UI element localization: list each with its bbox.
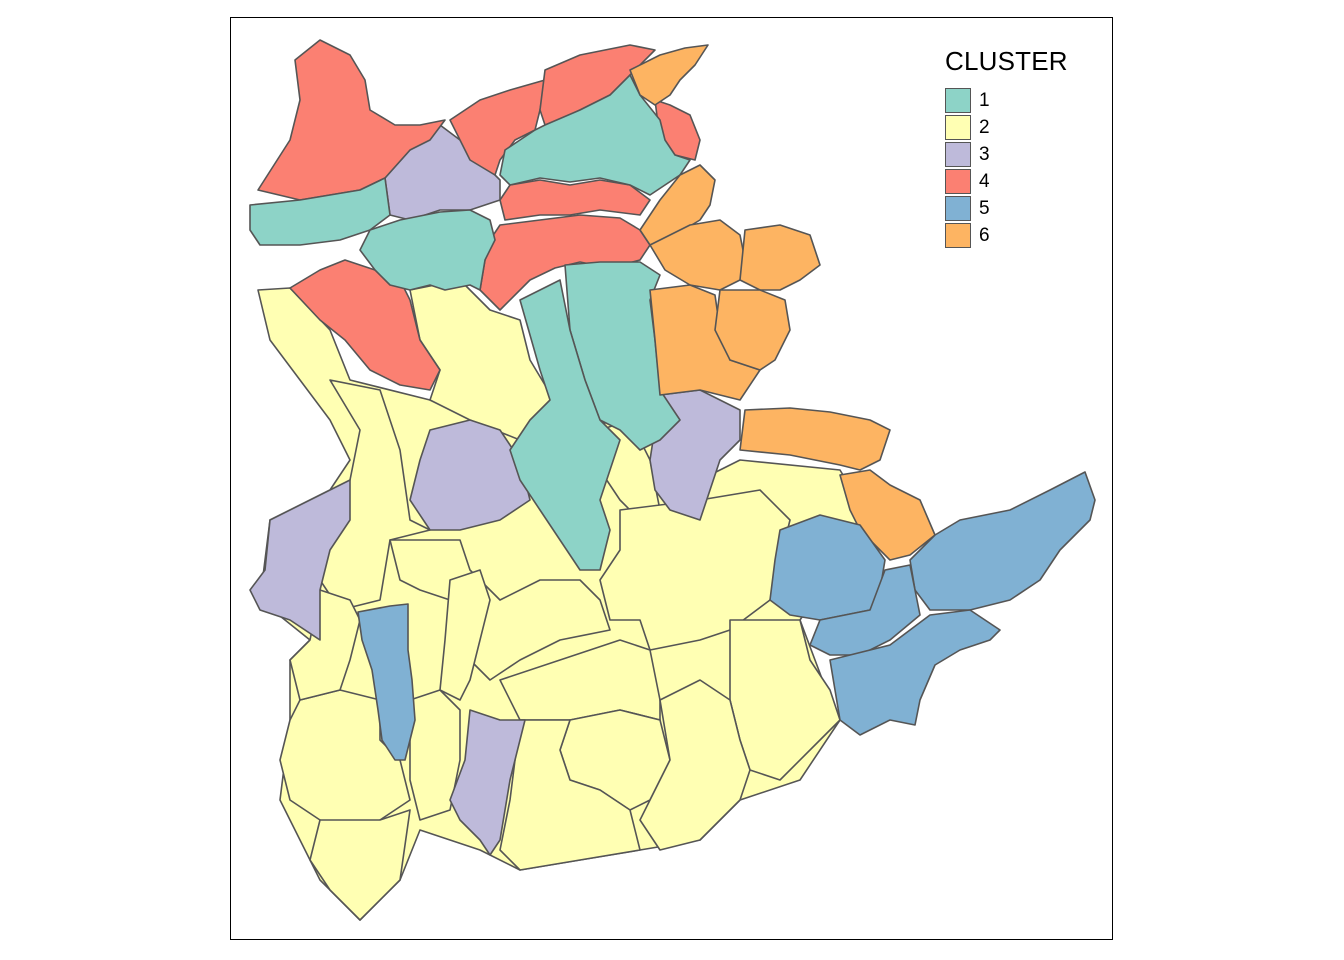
legend-item: 2 — [945, 114, 1068, 141]
region-cluster5-southeast[interactable] — [829, 609, 1001, 736]
region-cluster2-west-b[interactable] — [289, 589, 361, 701]
region-cluster3-west[interactable] — [249, 479, 351, 641]
legend-label: 2 — [979, 116, 990, 138]
legend-label: 1 — [979, 89, 990, 111]
legend-label: 3 — [979, 143, 990, 165]
region-cluster2-center-c[interactable] — [439, 569, 491, 701]
legend-swatch — [945, 88, 971, 113]
legend-label: 4 — [979, 170, 990, 192]
region-cluster6-east-a[interactable] — [739, 224, 821, 291]
region-cluster2-south-d[interactable] — [499, 719, 641, 871]
legend-items: 1 2 3 4 5 6 — [945, 87, 1068, 249]
legend-item: 5 — [945, 195, 1068, 222]
region-cluster6-north[interactable] — [629, 44, 709, 106]
legend-label: 6 — [979, 224, 990, 246]
region-cluster5-east-c[interactable] — [809, 564, 921, 656]
region-cluster3-south[interactable] — [449, 709, 526, 856]
legend-item: 4 — [945, 168, 1068, 195]
legend-title: CLUSTER — [945, 46, 1068, 76]
region-cluster2-southwest-c[interactable] — [309, 809, 411, 921]
region-cluster1-north[interactable] — [499, 74, 691, 196]
region-cluster3-center[interactable] — [409, 419, 531, 531]
region-cluster4-center-a[interactable] — [499, 179, 651, 221]
legend-swatch — [945, 196, 971, 221]
region-cluster6-southeast-b[interactable] — [839, 469, 936, 561]
legend-label: 5 — [979, 197, 990, 219]
legend: CLUSTER 1 2 3 4 5 6 — [945, 46, 1068, 249]
legend-swatch — [945, 223, 971, 248]
region-cluster2-center-a[interactable] — [389, 539, 611, 681]
region-cluster6-east-c[interactable] — [714, 289, 791, 371]
legend-item: 3 — [945, 141, 1068, 168]
legend-item: 1 — [945, 87, 1068, 114]
legend-item: 6 — [945, 222, 1068, 249]
region-cluster4-west[interactable] — [289, 259, 441, 391]
region-cluster5-east-b[interactable] — [909, 471, 1096, 611]
region-cluster4-north-a[interactable] — [449, 79, 546, 176]
region-cluster2-east-a[interactable] — [599, 489, 791, 651]
legend-swatch — [945, 115, 971, 140]
region-cluster1-center-west[interactable] — [359, 209, 496, 291]
region-cluster1-center-south[interactable] — [509, 279, 621, 571]
region-cluster5-west[interactable] — [357, 603, 416, 761]
region-cluster6-southeast-a[interactable] — [739, 407, 891, 471]
region-cluster2-south-c[interactable] — [639, 679, 751, 851]
legend-swatch — [945, 142, 971, 167]
legend-swatch — [945, 169, 971, 194]
